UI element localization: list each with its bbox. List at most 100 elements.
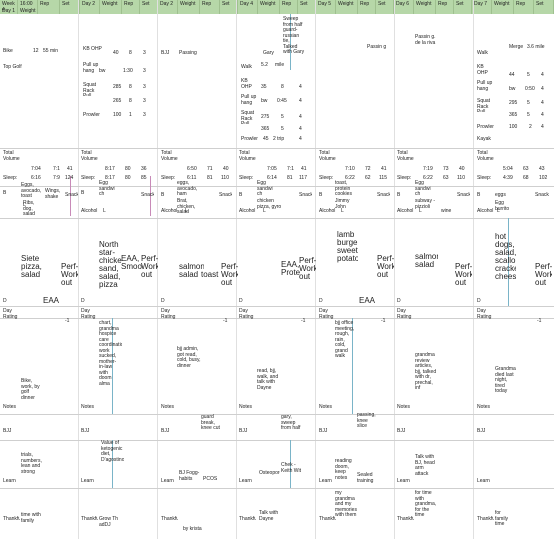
header-weight[interactable]: Weight [414,0,436,14]
exercise-weight[interactable]: 44 [509,72,515,78]
sleep-value[interactable]: 43 [539,166,545,172]
total-volume-label[interactable]: Total Volume [239,150,256,162]
exercise-weight[interactable]: 275 [261,114,270,120]
header-set[interactable]: Set [220,0,238,14]
header-day[interactable]: Day 2 [80,0,100,14]
sleep-value[interactable]: 124 [65,175,74,181]
sleep-value[interactable]: 63 [523,166,529,172]
exercise-name[interactable]: Prowler [477,124,494,130]
header-weight[interactable]: Weight [336,0,358,14]
day-rating-value[interactable]: -1 [301,318,306,324]
exercise-weight[interactable]: 365 [261,126,270,132]
sleep-value[interactable]: 7:10 [345,166,355,172]
exercise-reps[interactable]: 5 [527,112,530,118]
dinner-text[interactable]: North star-chicken sand, salad, pizza [99,240,122,289]
sleep-label[interactable]: Sleep: [3,175,18,181]
header-set[interactable]: Set [60,0,80,14]
sleep-value[interactable]: 72 [365,166,371,172]
sleep-value[interactable]: 80 [125,175,131,181]
header-day[interactable]: Day 1 [2,8,16,14]
supplement-text[interactable]: EAA, Smoothie [121,254,142,271]
exercise-name[interactable]: KB OHP [83,46,102,52]
breakfast-text[interactable]: Egg sandwi ch [257,180,273,197]
sleep-value[interactable]: 85 [141,175,147,181]
workout-text[interactable]: Perf-Work out [61,262,78,287]
snack-text[interactable]: Wings, shake [45,188,61,200]
exercise-reps[interactable]: 5 [281,126,284,132]
breakfast-text[interactable]: eggs [495,192,506,198]
total-volume-label[interactable]: Total Volume [319,150,336,162]
day-rating-value[interactable]: -1 [537,318,542,324]
header-rep[interactable]: Rep [436,0,454,14]
sleep-value[interactable]: 63 [443,175,449,181]
exercise-name[interactable]: Squat Rack Pull [241,110,255,124]
sleep-value[interactable]: 6:22 [423,175,433,181]
thankful-text[interactable]: time with family [21,512,41,524]
exercise-reps[interactable]: 1 [129,112,132,118]
bjj-note[interactable]: Passin g. de la riva [415,34,436,46]
exercise-weight[interactable]: 35 [261,84,267,90]
sleep-value[interactable]: 6:22 [345,175,355,181]
exercise-weight[interactable]: 5.2 [261,62,268,68]
sleep-value[interactable]: 102 [539,175,548,181]
sleep-value[interactable]: 115 [379,175,387,181]
header-set[interactable]: Set [534,0,554,14]
exercise-sets[interactable]: 3 [143,68,146,74]
day-rating-value[interactable]: -1 [65,318,70,324]
sleep-value[interactable]: 81 [287,175,293,181]
total-volume-label[interactable]: Total Volume [161,150,178,162]
header-weight[interactable]: Weight [258,0,280,14]
sleep-value[interactable]: 73 [443,166,449,172]
dinner-text[interactable]: salmon, salad [415,252,438,269]
exercise-reps[interactable]: 2 [529,124,532,130]
dinner-text[interactable]: lamb burger, sweet potato [337,230,358,263]
exercise-weight[interactable]: 365 [509,112,518,118]
exercise-value[interactable]: 12 [33,48,39,54]
exercise-reps[interactable]: 8 [129,50,132,56]
learn-text[interactable]: Osteoporosis [259,470,280,476]
exercise-weight[interactable]: 100 [113,112,122,118]
sleep-label[interactable]: Sleep: [81,175,96,181]
sleep-label[interactable]: Sleep: [161,175,176,181]
exercise-sets[interactable]: 3 [143,84,146,90]
exercise-reps[interactable]: 2 trip [273,136,285,142]
learn-extra[interactable]: PCOS [203,476,218,482]
header-weight[interactable]: Weight [178,0,200,14]
sleep-value[interactable]: 41 [381,166,387,172]
notes-text[interactable]: Bike, work, by golf dinner [21,378,40,401]
sleep-value[interactable]: 41 [301,166,307,172]
header-rep[interactable]: Rep [38,0,60,14]
thankful-text[interactable]: my grandma and my memories with them [335,490,357,518]
exercise-reps[interactable]: 8 [129,98,132,104]
exercise-reps[interactable]: 8 [129,84,132,90]
breakfast-text[interactable]: toast, protein cookies [335,180,352,197]
sleep-value[interactable]: 7:04 [31,166,41,172]
sleep-value[interactable]: 62 [365,175,371,181]
header-weight[interactable]: Weight [100,0,122,14]
header-day[interactable]: Day 7 [472,0,492,14]
breakfast-text[interactable]: eggs, avocado, ham [177,180,198,197]
dinner-text[interactable]: hot dogs, salad, scallops, crackers, che… [495,232,516,281]
exercise-sets[interactable]: 4 [541,72,544,78]
breakfast-text[interactable]: Egg sandwi ch [99,180,115,197]
exercise-reps[interactable]: 1:30 [123,68,133,74]
exercise-weight[interactable]: bw [99,68,106,74]
week-label[interactable]: Week 4 [0,0,18,14]
exercise-weight[interactable]: 295 [509,100,518,106]
total-volume-label[interactable]: Total Volume [81,150,98,162]
lunch-text[interactable]: Ribs, dog, salad [23,200,35,217]
thankful-text[interactable]: for family time [495,510,509,527]
exercise-name[interactable]: Prowler [83,112,100,118]
sleep-value[interactable]: 41 [67,166,73,172]
header-rep[interactable]: Rep [280,0,298,14]
header-rep[interactable]: Rep [200,0,220,14]
lunch-text[interactable]: chicken pizza, gyro [257,198,282,210]
sleep-value[interactable]: 7:05 [267,166,277,172]
sleep-value[interactable]: 8:17 [105,175,115,181]
exercise-reps[interactable]: mile [275,62,285,68]
notes-text[interactable]: chart, grandma hospice care coordination… [99,320,122,387]
partner-name[interactable]: Gary [263,50,274,56]
exercise-name[interactable]: KB OHP [241,78,252,90]
exercise-sets[interactable]: 3 [143,50,146,56]
header-rep[interactable]: Rep [514,0,534,14]
